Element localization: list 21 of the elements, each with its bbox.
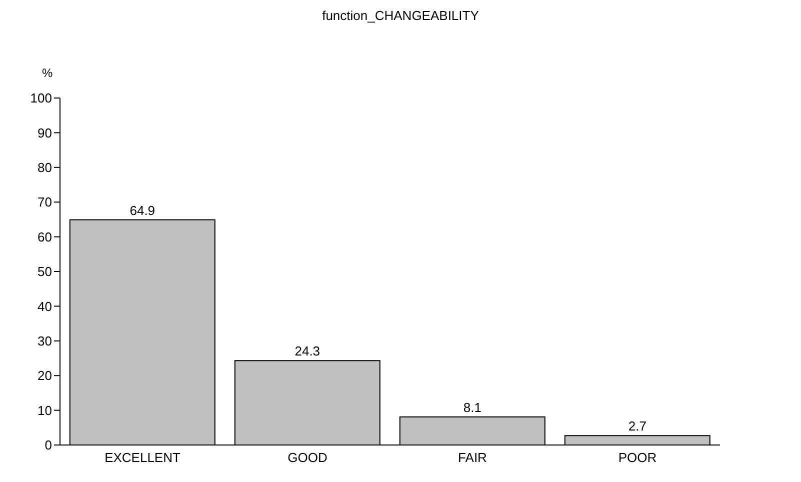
- y-tick-label: 80: [38, 160, 52, 176]
- y-tick-label: 20: [38, 368, 52, 384]
- data-label: 24.3: [294, 344, 320, 359]
- x-tick-label: FAIR: [458, 450, 487, 466]
- x-tick-label: EXCELLENT: [104, 450, 180, 466]
- y-axis-title: %: [42, 66, 53, 80]
- x-tick-label: POOR: [618, 450, 657, 466]
- y-tick-label: 30: [38, 334, 52, 349]
- chart-title: function_CHANGEABILITY: [321, 8, 480, 23]
- data-label: 8.1: [463, 400, 482, 415]
- y-tick-label: 0: [44, 438, 52, 453]
- y-tick-label: 60: [38, 229, 52, 244]
- y-tick-label: 50: [38, 264, 52, 280]
- y-tick-label: 100: [30, 90, 52, 106]
- data-label: 2.7: [628, 418, 646, 434]
- y-tick-label: 70: [38, 194, 52, 210]
- x-tick-label: GOOD: [288, 450, 328, 466]
- data-label: 64.9: [130, 202, 156, 218]
- y-tick-label: 40: [38, 298, 52, 314]
- y-tick-label: 90: [38, 125, 52, 140]
- y-tick-label: 10: [38, 402, 52, 418]
